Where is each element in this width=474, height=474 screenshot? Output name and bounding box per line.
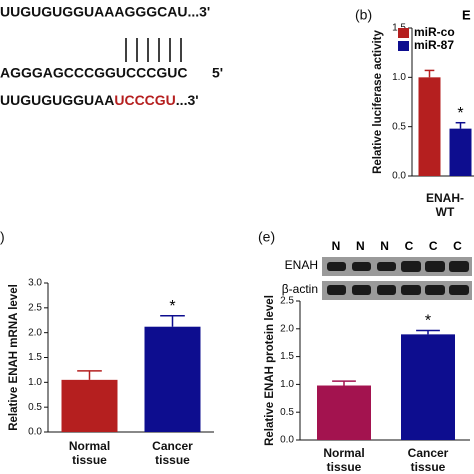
y-tick-label: 2.5: [280, 296, 294, 307]
pairing-bars: [125, 38, 182, 62]
sequence-part: UUGUGUGGUAA: [0, 92, 114, 108]
legend-label: miR-co: [414, 25, 455, 39]
sequence-line: UUGUGUGGUAAUCCCGU...3': [0, 92, 199, 108]
y-tick-label: 0.5: [28, 402, 42, 413]
western-blot: [322, 257, 472, 300]
legend-swatch: [398, 41, 409, 51]
bar: [401, 334, 455, 440]
y-tick-label: 2.0: [280, 323, 294, 334]
y-tick-label: 1.5: [280, 351, 294, 362]
y-axis-label: Relative ENAH mRNA level: [8, 284, 20, 431]
mutated-part: UCCCGU: [114, 92, 175, 108]
significance-mark: *: [425, 313, 431, 330]
x-tick-label: Cancer tissue: [152, 439, 193, 467]
bar: [317, 385, 371, 440]
lane-label: N: [356, 239, 365, 253]
y-tick-label: 3.0: [28, 278, 42, 289]
y-tick-label: 2.0: [28, 327, 42, 338]
y-tick-label: 1.5: [28, 352, 42, 363]
sequence-end: 5': [212, 65, 223, 81]
lane-label: C: [429, 239, 438, 253]
significance-mark: *: [169, 298, 175, 315]
lane-label: C: [405, 239, 414, 253]
panel-label: (e): [258, 229, 275, 245]
row-label: β-actin: [282, 282, 318, 296]
y-tick-label: 1.0: [280, 379, 294, 390]
x-tick-label: Cancer tissue: [407, 446, 449, 474]
chart-title: E: [462, 7, 471, 22]
y-tick-label: 0.5: [392, 121, 406, 132]
y-tick-label: 0.5: [280, 407, 294, 418]
y-tick-label: 1.0: [392, 72, 406, 83]
row-label: ENAH: [285, 258, 318, 272]
bar: [449, 128, 472, 176]
panel-label: ): [0, 229, 5, 245]
y-tick-label: 0.0: [280, 435, 294, 446]
y-tick-label: 0.0: [28, 427, 42, 438]
y-axis-label: Relative luciferase activity: [372, 29, 384, 173]
bar: [61, 379, 118, 432]
x-tick-label: Normal tissue: [68, 439, 111, 467]
y-tick-label: 2.5: [28, 302, 42, 313]
bar: [144, 326, 201, 432]
sequence-line: UUGUGUGGUAAAGGGCAU...3': [0, 4, 210, 20]
sequence-line: AGGGAGCCCGGUCCCGUC: [0, 65, 187, 81]
lane-label: C: [453, 239, 462, 253]
legend-label: miR-87: [414, 38, 454, 52]
bar: [418, 77, 441, 176]
panel-label: (b): [355, 7, 372, 23]
y-axis-label: Relative ENAH protein level: [264, 295, 276, 446]
lane-label: N: [380, 239, 389, 253]
significance-mark: *: [457, 105, 463, 122]
y-tick-label: 1.0: [28, 377, 42, 388]
x-tick-label: Normal tissue: [323, 446, 365, 474]
y-tick-label: 0.0: [392, 171, 406, 182]
lane-label: N: [332, 239, 341, 253]
x-tick-label: ENAH-WT: [426, 191, 464, 219]
sequence-part: ...3': [176, 92, 199, 108]
legend-swatch: [398, 28, 409, 38]
